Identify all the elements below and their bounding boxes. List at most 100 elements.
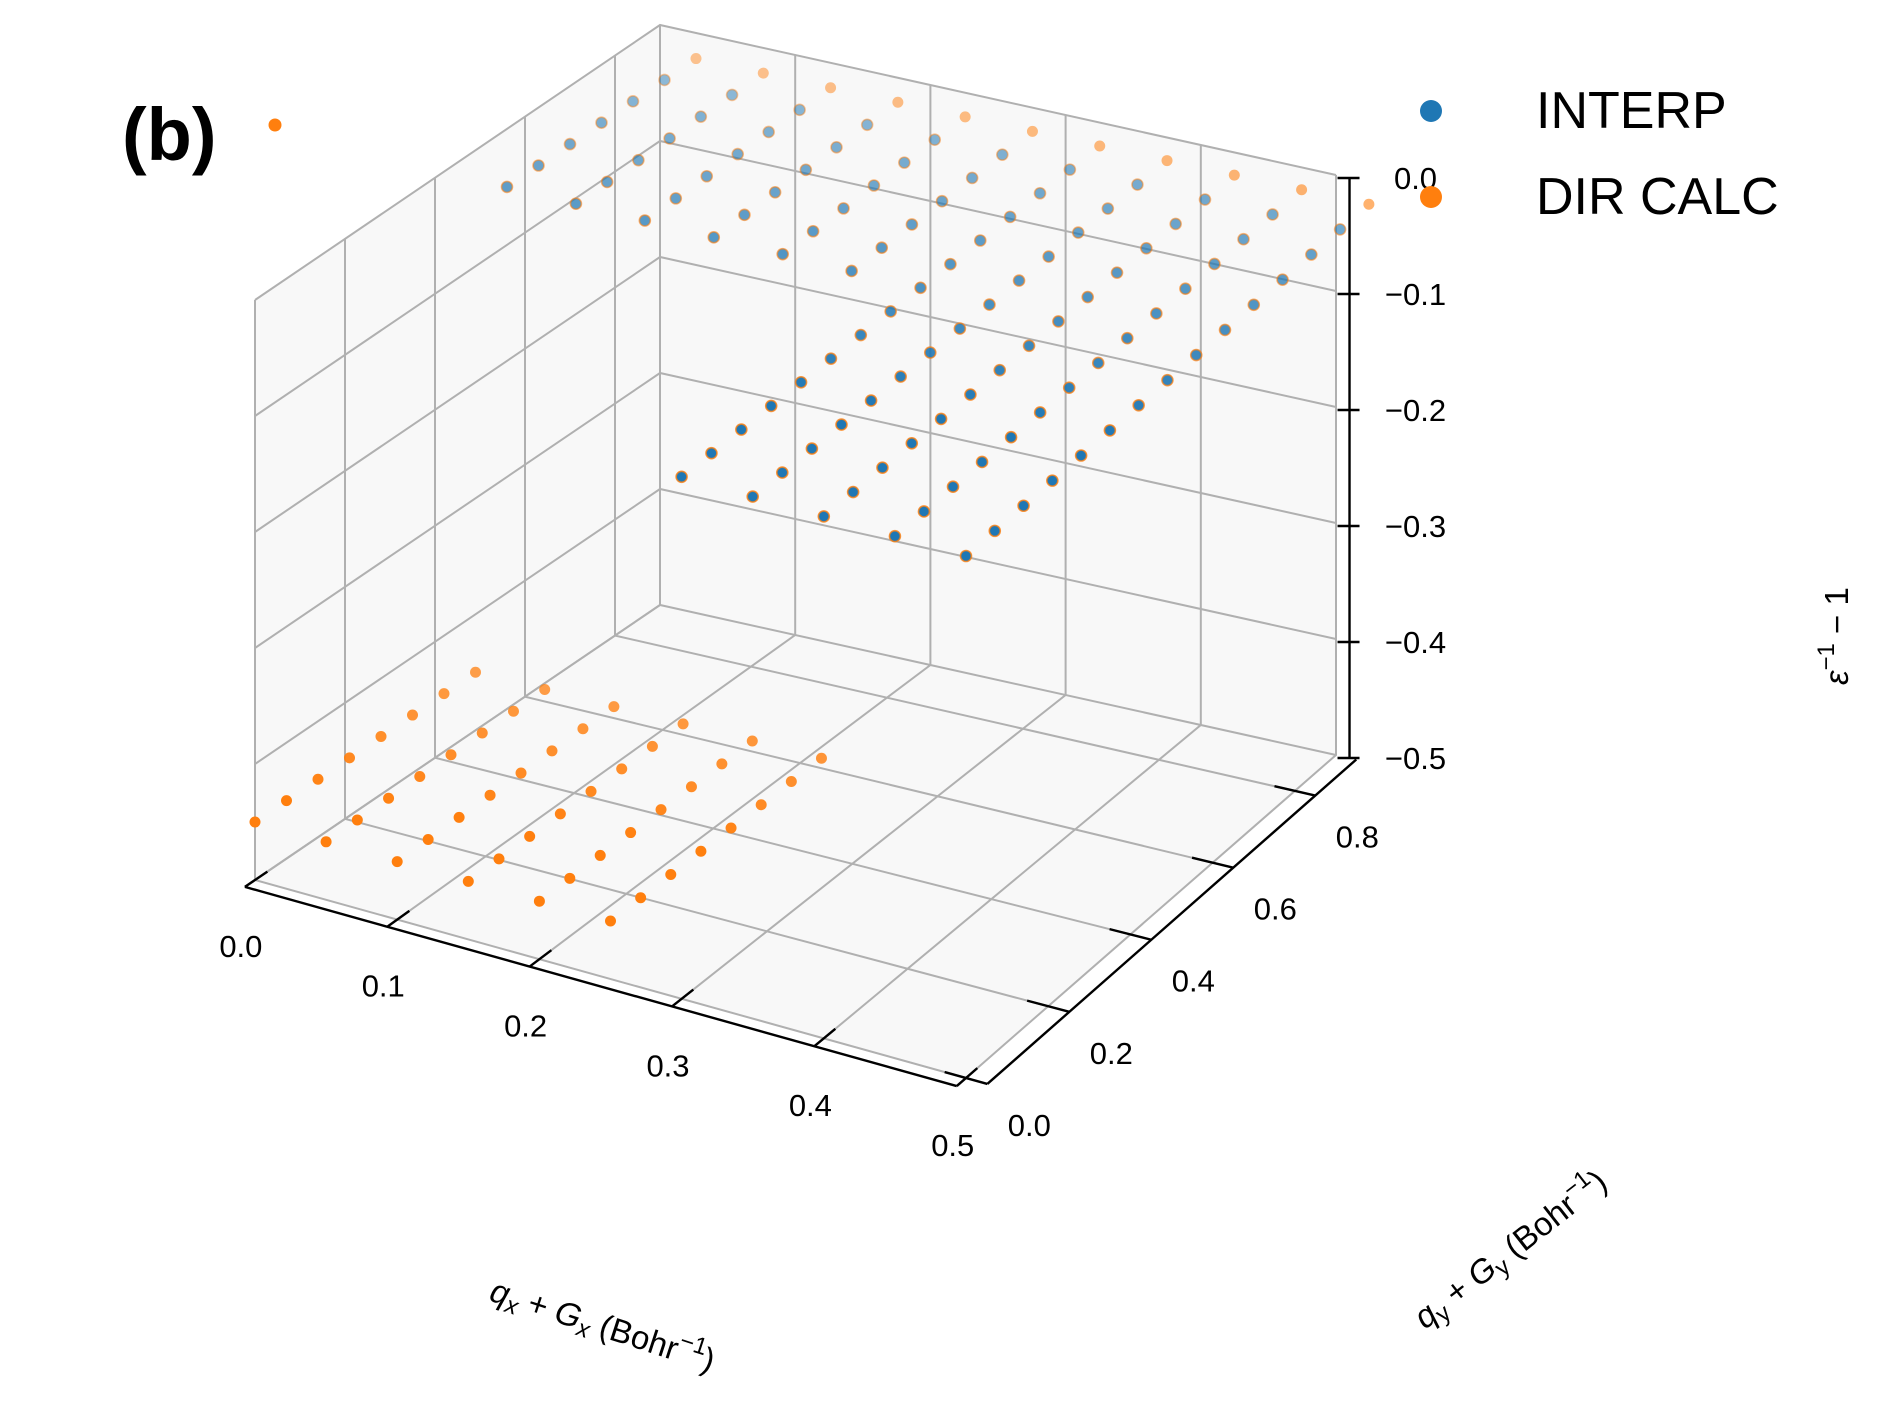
interp-point [831,141,842,153]
interp-point [564,138,576,150]
dircalc-point [391,856,403,868]
dircalc-point [731,147,745,161]
floor-pane [255,605,1336,1078]
legend-label-dircalc: DIR CALC [1536,168,1779,226]
dircalc-point [805,442,819,455]
dircalc-point [806,224,820,238]
dircalc-point [375,730,387,742]
dircalc-point [312,773,324,785]
dircalc-point [785,775,797,787]
dircalc-point [554,808,566,820]
dircalc-point [695,845,707,857]
dircalc-point [944,257,957,271]
y-tick-mark [944,1070,988,1086]
dircalc-point [493,853,505,865]
y-axis-line [986,758,1358,1085]
interp-point [695,111,707,123]
interp-point [947,481,959,493]
dircalc-point [793,103,806,117]
dircalc-point [1017,499,1030,513]
interp-point [1267,208,1279,220]
dircalc-point [685,781,697,793]
dircalc-point [1296,184,1308,196]
dircalc-point [707,231,721,244]
grid-line-z [254,139,1337,417]
interp-point [701,170,713,182]
dircalc-point [993,363,1007,377]
interp-point [865,395,877,407]
interp-point [898,157,910,169]
dircalc-point [351,814,363,826]
dircalc-point [694,110,708,123]
dircalc-point [462,875,474,887]
interp-point [533,160,544,171]
y-tick-mark [1026,999,1070,1014]
dircalc-point [923,346,937,359]
x-axis-line [244,885,958,1088]
interp-point [1190,349,1202,361]
interp-point [876,462,888,474]
dircalc-point [1228,169,1240,181]
dircalc-point [959,549,973,563]
dircalc-point [1169,217,1182,231]
interp-point [795,376,807,388]
interp-point [906,437,918,449]
dircalc-point [768,186,782,199]
dircalc-point [864,394,878,407]
dircalc-point [953,322,967,335]
tick-labels: 0.00.10.20.30.40.50.00.20.40.60.80.0−0.1… [219,161,1446,1163]
dircalc-point [1033,186,1047,200]
interp-point [1104,424,1116,436]
dircalc-point [845,264,858,278]
dircalc-point [605,915,616,927]
legend-marker-interp [1420,100,1442,122]
dircalc-point [438,688,450,700]
z-tick-label: −0.4 [1385,625,1446,660]
interp-point [570,198,582,210]
grid-line-z [254,255,1337,533]
interp-point [735,424,747,436]
interp-point [1046,475,1058,487]
interp-point [639,215,651,227]
dircalc-point [638,214,652,227]
dircalc-point [755,799,767,811]
interp-point [1238,233,1249,245]
interp-point [627,95,639,107]
interp-point [738,209,750,221]
interp-point [1161,374,1173,386]
interp-point [1082,291,1094,303]
interp-point [1092,357,1104,369]
interp-point [994,364,1006,376]
dircalc-point [470,666,481,678]
interp-point [929,134,941,146]
dircalc-point [1012,274,1026,287]
interp-point [1018,500,1030,512]
interp-point [1334,223,1346,235]
dircalc-point [1101,202,1115,215]
x-tick-label: 0.2 [504,1009,547,1044]
interp-point [936,195,948,207]
interp-point [974,235,986,247]
interp-point [966,172,978,184]
legend: INTERP DIR CALC [1420,82,1779,226]
dircalc-point [892,96,904,108]
grid-line-z [254,603,1337,881]
interp-point [1043,251,1055,263]
interp-point [763,126,775,138]
z-axis-title: ε−1 − 1 [1813,587,1855,685]
dircalc-point [875,241,889,254]
dircalc-point [705,446,718,460]
interp-point [1034,187,1046,199]
dircalc-point [905,436,919,450]
dircalc-point [1103,424,1117,437]
dircalc-point [973,234,987,247]
interp-point [1072,227,1084,239]
dircalc-point [533,895,545,907]
dircalc-point [690,53,702,65]
interp-point [915,282,927,294]
dircalc-point [1132,398,1145,412]
interp-point [807,225,819,237]
dircalc-point [1198,193,1212,206]
interp-point [1102,203,1114,215]
dircalc-point [484,789,496,801]
